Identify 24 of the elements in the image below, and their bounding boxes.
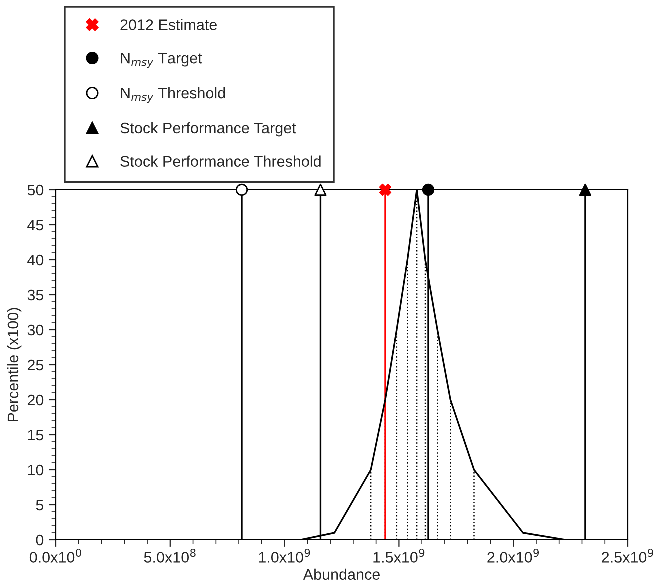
- x-axis-title: Abundance: [303, 568, 380, 580]
- y-tick-label: 40: [28, 254, 44, 266]
- x-tick-label: 1.0x10$^{9}$: [259, 548, 310, 563]
- legend-label: N$_{msy}$ Target: [121, 53, 202, 68]
- y-tick-label: 10: [28, 464, 44, 476]
- x-tick-label: 0.0x10$^{0}$: [30, 548, 82, 563]
- y-tick-label: 20: [28, 394, 44, 406]
- y-tick-label: 45: [28, 220, 44, 231]
- legend-label: Stock Performance Threshold: [120, 156, 321, 168]
- y-tick-label: 15: [28, 430, 44, 441]
- y-tick-label: 30: [28, 324, 44, 336]
- y-axis-title: Percentile (x100): [7, 308, 22, 422]
- y-tick-label: 50: [28, 184, 44, 196]
- x-tick-label: 2.5x10$^{9}$: [602, 548, 654, 563]
- x-tick-label: 1.5x10$^{9}$: [374, 548, 425, 563]
- x-tick-label: 5.0x10$^{8}$: [144, 548, 196, 563]
- y-tick-label: 25: [28, 360, 44, 371]
- y-tick-label: 35: [28, 290, 44, 301]
- legend-label: N$_{msy}$ Threshold: [121, 87, 226, 104]
- x-tick-label: 2.0x10$^{9}$: [488, 548, 540, 563]
- y-tick-label: 0: [36, 534, 44, 546]
- legend-label: 2012 Estimate: [120, 19, 217, 30]
- y-tick-label: 5: [36, 500, 44, 511]
- legend-label: Stock Performance Target: [120, 122, 296, 137]
